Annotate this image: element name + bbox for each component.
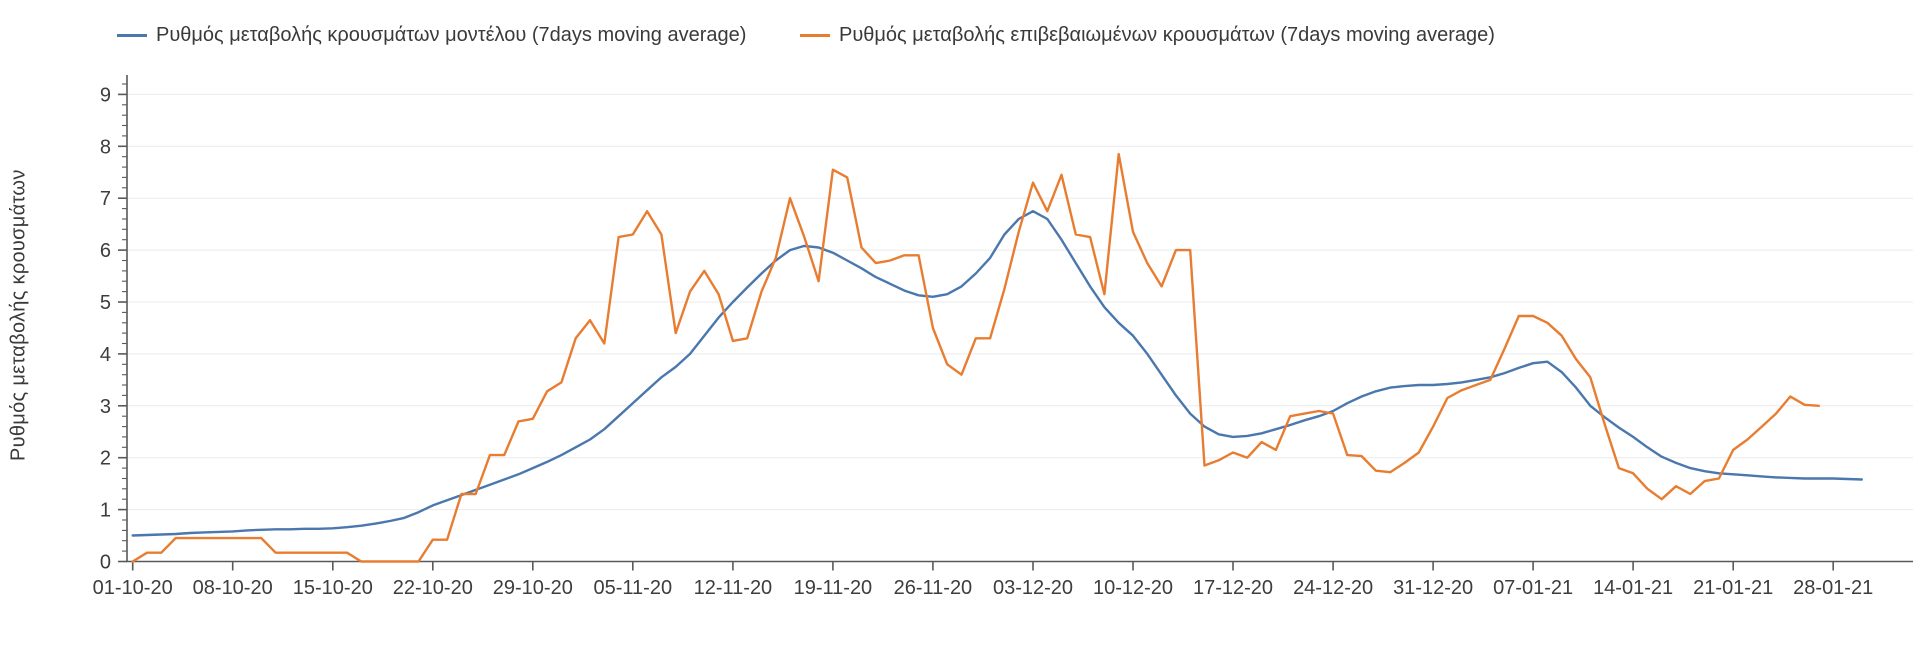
model-series-line xyxy=(131,209,1864,537)
y-tick-label: 2 xyxy=(100,448,111,470)
y-tick-label: 6 xyxy=(100,240,111,262)
y-tick-label: 1 xyxy=(100,500,111,522)
x-tick-label: 07-01-21 xyxy=(1493,577,1573,599)
legend-item-confirmed: Ρυθμός μεταβολής επιβεβαιωμένων κρουσμάτ… xyxy=(800,24,1495,47)
x-tick-label: 24-12-20 xyxy=(1293,577,1373,599)
x-tick-label: 08-10-20 xyxy=(193,577,273,599)
x-tick-label: 21-01-21 xyxy=(1693,577,1773,599)
y-tick-label: 3 xyxy=(100,396,111,418)
x-tick-label: 10-12-20 xyxy=(1093,577,1173,599)
x-tick-label: 15-10-20 xyxy=(293,577,373,599)
legend-swatch-model xyxy=(117,34,147,37)
x-tick-label: 31-12-20 xyxy=(1393,577,1473,599)
x-tick-label: 12-11-20 xyxy=(694,577,773,599)
y-tick-label: 9 xyxy=(100,84,111,106)
legend-item-model: Ρυθμός μεταβολής κρουσμάτων μοντέλου (7d… xyxy=(117,24,746,47)
legend-swatch-confirmed xyxy=(800,34,830,37)
y-tick-label: 5 xyxy=(100,292,111,314)
y-tick-label: 8 xyxy=(100,136,111,158)
x-tick-label: 22-10-20 xyxy=(393,577,473,599)
confirmed-series-line xyxy=(131,152,1821,563)
x-tick-label: 14-01-21 xyxy=(1593,577,1673,599)
x-tick-label: 19-11-20 xyxy=(794,577,873,599)
y-tick-label: 4 xyxy=(100,344,111,366)
x-tick-label: 26-11-20 xyxy=(894,577,973,599)
x-tick-label: 05-11-20 xyxy=(594,577,673,599)
x-tick-label: 17-12-20 xyxy=(1193,577,1273,599)
legend-label-model: Ρυθμός μεταβολής κρουσμάτων μοντέλου (7d… xyxy=(156,24,747,46)
y-tick-label: 7 xyxy=(100,188,111,210)
y-tick-label: 0 xyxy=(100,552,111,574)
legend-label-confirmed: Ρυθμός μεταβολής επιβεβαιωμένων κρουσμάτ… xyxy=(839,24,1495,46)
x-tick-label: 03-12-20 xyxy=(993,577,1073,599)
x-tick-label: 01-10-20 xyxy=(93,577,173,599)
x-tick-label: 28-01-21 xyxy=(1793,577,1873,599)
x-tick-label: 29-10-20 xyxy=(493,577,573,599)
